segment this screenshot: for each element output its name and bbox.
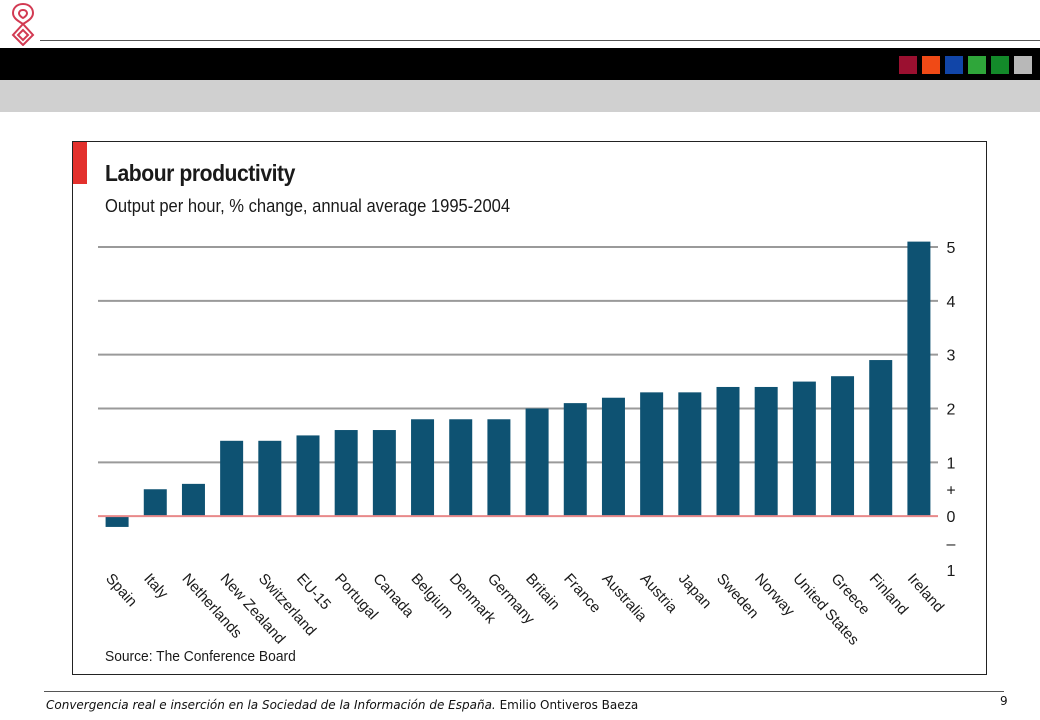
bar bbox=[831, 376, 855, 517]
bar bbox=[105, 516, 129, 527]
bar bbox=[907, 241, 931, 517]
y-tick-label: 0 bbox=[947, 509, 956, 526]
color-square bbox=[899, 56, 917, 74]
bar bbox=[525, 408, 549, 517]
logo-icon bbox=[11, 2, 35, 46]
header-rule bbox=[40, 40, 1040, 41]
bar bbox=[258, 440, 282, 517]
subheader-band bbox=[0, 80, 1040, 112]
x-tick-label: Finland bbox=[866, 570, 912, 618]
chart-title: Labour productivity bbox=[105, 160, 295, 186]
bar bbox=[563, 403, 587, 517]
bar bbox=[296, 435, 320, 517]
y-tick-label: – bbox=[947, 536, 956, 553]
bar bbox=[754, 386, 778, 517]
color-square bbox=[945, 56, 963, 74]
color-square bbox=[968, 56, 986, 74]
bar bbox=[220, 440, 244, 517]
bar bbox=[181, 483, 205, 517]
color-square bbox=[922, 56, 940, 74]
page-number: 9 bbox=[1000, 694, 1008, 708]
y-tick-label: 4 bbox=[947, 294, 956, 311]
chart-accent-tab bbox=[73, 142, 87, 184]
footer-citation: Convergencia real e inserción en la Soci… bbox=[46, 698, 638, 712]
y-tick-label: 5 bbox=[947, 240, 956, 257]
color-squares bbox=[899, 56, 1032, 74]
bar bbox=[869, 360, 893, 517]
footer-citation-title: Convergencia real e inserción en la Soci… bbox=[46, 698, 496, 712]
bar bbox=[601, 397, 625, 517]
x-tick-label: Spain bbox=[102, 570, 140, 610]
header-band bbox=[0, 48, 1040, 80]
bar bbox=[716, 386, 740, 517]
y-tick-label: 1 bbox=[947, 563, 956, 580]
chart-source: Source: The Conference Board bbox=[105, 648, 296, 665]
bar bbox=[411, 419, 435, 517]
bar bbox=[449, 419, 473, 517]
x-tick-label: Ireland bbox=[904, 570, 947, 615]
bar bbox=[372, 430, 396, 517]
bar bbox=[640, 392, 664, 517]
y-tick-label: 3 bbox=[947, 348, 956, 365]
y-tick-label: 1 bbox=[947, 455, 956, 472]
color-square bbox=[1014, 56, 1032, 74]
x-tick-label: France bbox=[560, 570, 604, 616]
bar bbox=[678, 392, 702, 517]
y-tick-label: + bbox=[946, 482, 955, 499]
chart-subtitle: Output per hour, % change, annual averag… bbox=[105, 196, 511, 216]
bar bbox=[334, 430, 358, 517]
bar bbox=[792, 381, 816, 517]
color-square bbox=[991, 56, 1009, 74]
footer-rule bbox=[44, 691, 1004, 692]
chart-frame: Labour productivity Output per hour, % c… bbox=[72, 141, 987, 675]
bar bbox=[143, 489, 167, 517]
x-tick-label: Japan bbox=[675, 570, 715, 612]
footer-author: Emilio Ontiveros Baeza bbox=[495, 698, 639, 712]
y-tick-label: 2 bbox=[947, 402, 956, 419]
bar bbox=[487, 419, 511, 517]
x-tick-label: Italy bbox=[140, 570, 171, 602]
